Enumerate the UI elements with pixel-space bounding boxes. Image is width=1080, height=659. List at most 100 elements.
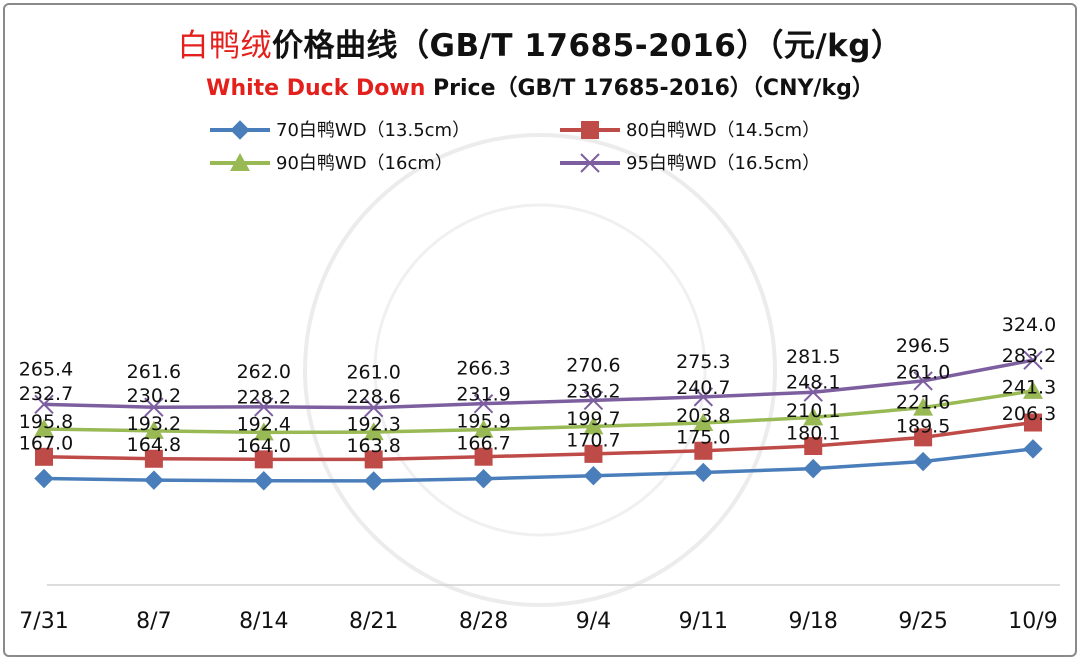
x-tick-label: 8/28 xyxy=(459,609,508,634)
data-label: 228.6 xyxy=(346,386,400,408)
data-label: 192.3 xyxy=(346,413,400,435)
data-label: 189.5 xyxy=(896,416,950,438)
series-layer xyxy=(34,350,1043,491)
data-point xyxy=(473,419,494,438)
data-label: 275.3 xyxy=(676,351,730,373)
data-point xyxy=(1024,413,1042,432)
chart-title-cn: 白鸭绒价格曲线（GB/T 17685-2016）（元/kg） xyxy=(0,20,1080,65)
data-label: 296.5 xyxy=(896,335,950,357)
series-line xyxy=(43,447,1034,483)
data-point xyxy=(473,393,494,414)
data-label: 265.4 xyxy=(19,358,73,380)
data-point xyxy=(254,471,274,491)
data-label: 164.0 xyxy=(237,435,291,457)
legend-label: 95白鸭WD（16.5cm） xyxy=(626,153,820,174)
data-point xyxy=(253,422,274,441)
legend-marker xyxy=(230,120,250,140)
data-point xyxy=(254,397,274,417)
data-label: 164.8 xyxy=(127,434,181,456)
title-en-rest: Price（GB/T 17685-2016）（CNY/kg） xyxy=(425,76,874,101)
data-label: 193.2 xyxy=(127,413,181,435)
title-cn-highlight: 白鸭绒 xyxy=(177,28,273,64)
data-label: 203.8 xyxy=(676,405,730,427)
data-label: 192.4 xyxy=(237,413,291,435)
series-line xyxy=(43,358,1034,410)
x-tick-label: 9/4 xyxy=(576,609,611,634)
data-label: 324.0 xyxy=(1002,314,1056,336)
x-tick-label: 7/31 xyxy=(19,609,68,634)
data-point xyxy=(583,390,604,411)
watermark-seal xyxy=(303,133,777,607)
data-label: 261.6 xyxy=(127,361,181,383)
data-point xyxy=(803,382,823,402)
data-label: 261.0 xyxy=(896,362,950,384)
data-point xyxy=(693,462,714,483)
legend-marker xyxy=(230,153,250,171)
data-point xyxy=(34,394,54,415)
data-point xyxy=(803,407,824,426)
x-tick-label: 9/18 xyxy=(789,609,838,634)
legend-label: 70白鸭WD（13.5cm） xyxy=(276,120,470,141)
data-point xyxy=(914,428,933,447)
data-label: 240.7 xyxy=(676,377,730,399)
data-point xyxy=(913,397,934,416)
data-label: 210.1 xyxy=(786,400,840,422)
data-label: 221.6 xyxy=(896,391,950,413)
data-label: 281.5 xyxy=(786,346,840,368)
title-cn-rest: 价格曲线（GB/T 17685-2016）（元/kg） xyxy=(272,28,903,64)
data-point xyxy=(144,470,164,490)
data-label: 206.3 xyxy=(1002,403,1056,425)
data-point xyxy=(1023,380,1043,399)
data-label: 163.8 xyxy=(346,435,400,457)
data-point xyxy=(473,469,494,489)
data-point xyxy=(804,437,823,456)
data-label: 283.2 xyxy=(1002,345,1056,367)
data-label: 231.9 xyxy=(456,384,510,406)
data-label: 167.0 xyxy=(19,433,73,455)
data-point xyxy=(1023,350,1043,370)
data-label: 266.3 xyxy=(456,358,510,380)
x-tick-label: 8/14 xyxy=(239,609,288,634)
data-point xyxy=(254,450,273,469)
data-label: 166.7 xyxy=(456,433,510,455)
data-label: 236.2 xyxy=(566,380,620,402)
data-label: 199.7 xyxy=(566,408,620,430)
title-en-highlight: White Duck Down xyxy=(206,76,426,101)
data-label: 232.7 xyxy=(19,383,73,405)
x-tick-label: 8/21 xyxy=(349,609,398,634)
data-point xyxy=(584,444,603,463)
data-label: 170.7 xyxy=(566,430,620,452)
data-point xyxy=(693,412,714,431)
data-point xyxy=(913,451,933,472)
data-point xyxy=(583,416,604,435)
data-label: 248.1 xyxy=(786,371,840,393)
data-point xyxy=(803,458,823,479)
legend-label: 80白鸭WD（14.5cm） xyxy=(626,120,820,141)
data-point xyxy=(143,420,164,439)
data-point xyxy=(363,397,384,418)
data-point xyxy=(693,387,714,407)
watermark-inner-ring xyxy=(373,203,707,537)
data-point xyxy=(144,449,163,468)
data-point xyxy=(35,447,53,466)
data-label: 175.0 xyxy=(676,426,730,448)
watermark-outer-ring xyxy=(303,133,777,607)
data-point xyxy=(144,397,164,417)
legend-marker xyxy=(581,121,599,139)
data-label: 261.0 xyxy=(346,362,400,384)
data-point xyxy=(363,422,384,441)
data-point xyxy=(363,471,384,491)
legend-marker xyxy=(580,153,600,173)
chart-title-en: White Duck Down Price（GB/T 17685-2016）（C… xyxy=(0,70,1080,102)
legend: 70白鸭WD（13.5cm） 80白鸭WD（14.5cm） 90白鸭WD（16cm）… xyxy=(210,120,820,174)
x-tick-label: 10/9 xyxy=(1008,609,1057,634)
legend-label: 90白鸭WD（16cm） xyxy=(276,153,453,174)
data-label: 270.6 xyxy=(566,354,620,376)
data-point xyxy=(1023,439,1043,459)
data-point xyxy=(34,468,54,489)
data-label: 195.9 xyxy=(456,411,510,433)
data-label: 230.2 xyxy=(127,385,181,407)
data-label: 195.8 xyxy=(19,411,73,433)
x-tick-label: 8/7 xyxy=(136,609,171,634)
